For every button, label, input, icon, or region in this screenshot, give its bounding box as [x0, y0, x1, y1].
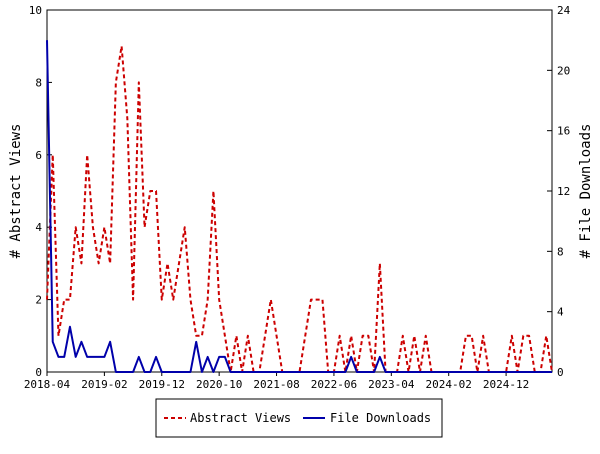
right-tick-label: 0: [557, 366, 564, 379]
x-tick-label: 2024-02: [426, 378, 472, 391]
x-tick-label: 2021-08: [253, 378, 299, 391]
left-tick-label: 6: [35, 149, 42, 162]
legend-label-abstract-views: Abstract Views: [190, 411, 291, 425]
left-axis-ticks: 0 2 4 6 8 10: [29, 4, 52, 379]
left-tick-label: 2: [35, 294, 42, 307]
left-tick-label: 10: [29, 4, 42, 17]
right-axis-title: # File Downloads: [578, 124, 594, 259]
right-tick-label: 20: [557, 64, 570, 77]
left-tick-label: 0: [35, 366, 42, 379]
legend: Abstract Views File Downloads: [155, 398, 443, 438]
right-tick-label: 8: [557, 245, 564, 258]
series-line-abstract-views: [46, 45, 553, 373]
right-axis-ticks: 0 4 8 12 16 20 24: [547, 4, 571, 379]
left-axis-title: # Abstract Views: [8, 124, 24, 259]
x-axis-ticks: 2018-04 2019-02 2019-12 2020-10 2021-08 2022-…: [24, 372, 529, 391]
x-tick-label: 2024-12: [483, 378, 529, 391]
x-tick-label: 2019-12: [139, 378, 185, 391]
x-tick-label: 2020-10: [196, 378, 242, 391]
x-tick-label: 2022-06: [311, 378, 357, 391]
right-tick-label: 12: [557, 185, 570, 198]
x-tick-label: 2023-04: [368, 378, 415, 391]
left-tick-label: 4: [35, 221, 42, 234]
left-tick-label: 8: [35, 76, 42, 89]
series-layer: [46, 40, 553, 373]
x-tick-label: 2019-02: [81, 378, 127, 391]
legend-box: [155, 398, 443, 438]
right-tick-label: 4: [557, 306, 564, 319]
right-tick-label: 24: [557, 4, 571, 17]
legend-label-file-downloads: File Downloads: [330, 411, 431, 425]
series-line-file-downloads: [46, 40, 552, 373]
right-tick-label: 16: [557, 125, 570, 138]
x-tick-label: 2018-04: [24, 378, 71, 391]
